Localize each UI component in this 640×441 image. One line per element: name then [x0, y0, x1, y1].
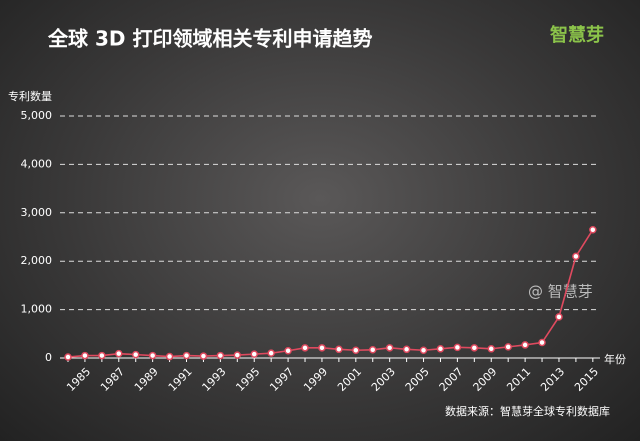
data-point: [538, 338, 546, 347]
x-tick-label: 1991: [166, 365, 195, 394]
data-point: [521, 341, 529, 349]
data-point: [199, 352, 208, 360]
data-point: [233, 351, 242, 359]
y-tick-label: 2,000: [21, 254, 53, 267]
x-tick-label: 2011: [504, 365, 533, 394]
source: 数据来源：智慧芽全球专利数据库: [445, 404, 610, 418]
x-tick-label: 1985: [64, 365, 93, 394]
data-point: [402, 345, 411, 354]
y-tick-label: 3,000: [21, 206, 53, 219]
data-point: [81, 351, 89, 360]
data-point: [267, 349, 275, 357]
y-axis-label: 专利数量: [8, 89, 52, 103]
x-tick-label: 2003: [369, 365, 398, 394]
data-point: [301, 344, 309, 352]
data-point: [216, 351, 225, 360]
x-tick-label: 1987: [98, 365, 127, 394]
y-tick-label: 5,000: [21, 109, 53, 122]
x-tick-label: 1999: [301, 365, 330, 394]
data-point: [115, 349, 123, 358]
data-point: [436, 345, 445, 353]
watermark: @ 智慧芽: [528, 283, 593, 301]
data-point: [250, 350, 258, 358]
x-tick-label: 1989: [132, 365, 161, 394]
data-point: [368, 346, 377, 354]
x-tick-label: 2005: [403, 365, 432, 394]
data-point: [555, 313, 563, 321]
data-point: [589, 225, 597, 234]
x-tick-label: 2009: [471, 365, 500, 394]
data-point: [572, 252, 580, 261]
y-tick-label: 1,000: [21, 303, 53, 316]
x-tick-label: 2007: [437, 365, 466, 394]
x-tick-label: 2015: [572, 365, 601, 394]
data-point: [487, 345, 495, 353]
chart-title: 全球 3D 打印领域相关专利申请趋势: [47, 27, 372, 51]
data-point: [504, 343, 512, 351]
data-point: [385, 344, 394, 352]
data-point: [284, 346, 292, 355]
x-tick-label: 1997: [267, 365, 296, 394]
data-point: [419, 346, 428, 355]
y-tick-label: 4,000: [21, 157, 53, 170]
x-axis-label: 年份: [604, 352, 626, 366]
brand: 智慧芽: [550, 24, 604, 46]
data-point: [64, 353, 72, 361]
data-point: [470, 344, 479, 352]
data-point: [98, 351, 106, 360]
x-tick-label: 1993: [200, 365, 229, 394]
y-tick-label: 0: [45, 351, 52, 364]
data-point: [148, 351, 157, 360]
data-point: [352, 346, 360, 355]
x-tick-label: 2001: [335, 365, 364, 394]
x-tick-label: 1995: [233, 365, 262, 394]
data-point: [335, 345, 343, 354]
data-point: [165, 352, 174, 361]
x-tick-label: 2013: [538, 365, 567, 394]
data-point: [182, 351, 191, 360]
data-point: [318, 344, 326, 352]
data-point: [453, 343, 462, 352]
data-point: [131, 350, 140, 359]
series-line: [67, 229, 594, 358]
